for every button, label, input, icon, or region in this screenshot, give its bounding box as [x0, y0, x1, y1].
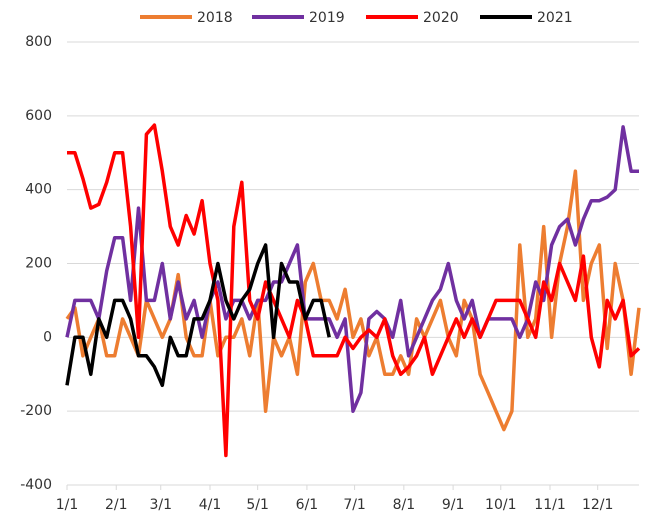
y-tick-label: -200 — [20, 403, 52, 419]
x-tick-label: 4/1 — [199, 497, 222, 513]
x-tick-label: 6/1 — [296, 497, 319, 513]
x-tick-label: 11/1 — [534, 497, 565, 513]
y-tick-label: 0 — [43, 329, 52, 345]
x-tick-label: 8/1 — [393, 497, 416, 513]
x-tick-label: 10/1 — [485, 497, 516, 513]
legend-label: 2018 — [197, 10, 233, 26]
legend-label: 2020 — [423, 10, 459, 26]
x-tick-label: 12/1 — [582, 497, 613, 513]
legend-label: 2021 — [537, 10, 573, 26]
y-tick-label: 600 — [25, 108, 52, 124]
series-line — [65, 125, 639, 413]
x-tick-label: 1/1 — [56, 497, 79, 513]
series-line — [67, 123, 641, 458]
legend-label: 2019 — [309, 10, 345, 26]
series-line — [65, 169, 641, 432]
x-tick-label: 3/1 — [149, 497, 172, 513]
x-tick-label: 5/1 — [246, 497, 269, 513]
y-tick-label: 800 — [25, 34, 52, 50]
x-tick-label: 2/1 — [105, 497, 128, 513]
y-tick-label: 200 — [25, 256, 52, 272]
y-tick-label: -400 — [20, 477, 52, 493]
y-tick-label: 400 — [25, 182, 52, 198]
x-tick-label: 7/1 — [343, 497, 366, 513]
series-line — [65, 243, 331, 388]
x-tick-label: 9/1 — [442, 497, 465, 513]
